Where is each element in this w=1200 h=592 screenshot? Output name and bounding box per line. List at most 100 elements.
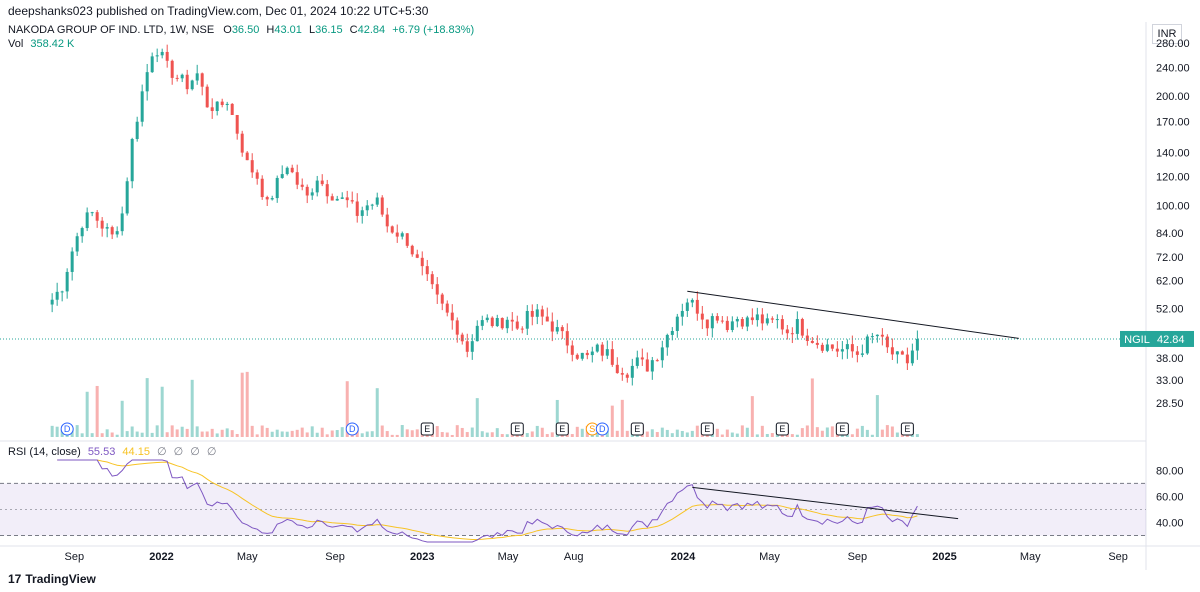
volume-label[interactable]: Vol — [8, 38, 24, 50]
candle-body — [645, 359, 649, 372]
volume-bar — [745, 427, 749, 437]
volume-bar — [895, 432, 899, 437]
symbol-label[interactable]: NAKODA GROUP OF IND. LTD, 1W, NSE — [8, 24, 215, 36]
volume-bar — [265, 427, 269, 437]
price-tick-label: 200.00 — [1156, 91, 1190, 103]
volume-bar — [845, 434, 849, 437]
volume-bar — [50, 425, 54, 437]
volume-bar — [145, 378, 149, 437]
dividend-marker — [345, 422, 359, 436]
dividend-marker — [595, 422, 609, 436]
candle-body — [95, 212, 99, 221]
price-tick-label: 280.00 — [1156, 38, 1190, 50]
volume-bar — [415, 429, 419, 437]
volume-bar — [680, 430, 684, 437]
candle-body — [65, 271, 69, 292]
volume-bar — [240, 372, 244, 437]
volume-bar — [490, 432, 494, 437]
rsi-tick-label: 40.00 — [1156, 517, 1184, 529]
volume-bar — [600, 434, 604, 437]
volume-bar — [755, 434, 759, 437]
volume-bar — [185, 428, 189, 437]
price-tick-label: 170.00 — [1156, 117, 1190, 129]
candle-body — [175, 77, 179, 79]
candle-body — [755, 314, 759, 321]
volume-bar — [205, 431, 209, 437]
candle-body — [815, 342, 819, 345]
candle-body — [305, 186, 309, 196]
candle-body — [675, 316, 679, 331]
candle-body — [450, 312, 454, 321]
volume-bar — [105, 429, 109, 437]
close-label: C — [349, 24, 358, 36]
candle-body — [890, 347, 894, 355]
candle-body — [610, 349, 614, 365]
earnings-marker — [835, 422, 849, 436]
earnings-marker — [630, 422, 644, 436]
candle-body — [350, 200, 354, 202]
volume-bar — [730, 432, 734, 437]
candle-body — [325, 184, 329, 197]
rsi-label[interactable]: RSI (14, close) — [8, 446, 81, 458]
volume-bar — [55, 426, 59, 437]
candle-body — [745, 317, 749, 327]
candle-body — [380, 197, 384, 215]
volume-bar — [215, 433, 219, 437]
candle-body — [870, 336, 874, 338]
candle-body — [490, 317, 494, 327]
volume-bar — [280, 431, 284, 437]
volume-bar — [170, 425, 174, 437]
candle-body — [905, 354, 909, 364]
volume-bar — [690, 430, 694, 437]
candle-body — [765, 318, 769, 324]
volume-bar — [875, 395, 879, 437]
volume-bar — [915, 434, 919, 437]
candle-body — [425, 266, 429, 275]
candle-body — [405, 233, 409, 246]
price-tick-label: 72.00 — [1156, 252, 1184, 264]
candle-body — [100, 220, 104, 229]
volume-bar — [615, 430, 619, 437]
volume-bar — [325, 434, 329, 437]
volume-value: 358.42 K — [30, 38, 75, 50]
earnings-marker — [420, 422, 434, 436]
volume-bar — [305, 432, 309, 437]
footer-brand[interactable]: 17 TradingView — [8, 572, 96, 586]
time-tick-label: Aug — [564, 551, 584, 563]
close-value: 42.84 — [357, 24, 386, 36]
volume-bar — [830, 426, 834, 437]
publish-bar: deepshanks023 published on TradingView.c… — [0, 0, 1200, 22]
currency-button[interactable]: INR — [1152, 24, 1182, 44]
volume-bar — [410, 430, 414, 437]
volume-bar — [125, 431, 129, 437]
volume-bar — [885, 425, 889, 437]
volume-bar — [860, 425, 864, 437]
volume-bar — [580, 428, 584, 437]
candle-body — [240, 133, 244, 153]
volume-bar — [310, 426, 314, 437]
candle-body — [355, 201, 359, 216]
candle-body — [260, 178, 264, 198]
event-letter: S — [589, 424, 595, 434]
volume-bar — [765, 433, 769, 437]
candle-body — [895, 351, 899, 355]
candle-body — [590, 351, 594, 356]
volume-bar — [810, 378, 814, 437]
dividend-marker — [60, 422, 74, 436]
candle-body — [470, 341, 474, 352]
volume-bar — [295, 429, 299, 437]
volume-bar — [550, 432, 554, 437]
volume-bar — [660, 427, 664, 437]
volume-bar — [720, 434, 724, 437]
volume-bar — [620, 399, 624, 437]
candle-body — [740, 318, 744, 327]
volume-bar — [555, 399, 559, 437]
candle-body — [565, 331, 569, 346]
rsi-tick-label: 80.00 — [1156, 465, 1184, 477]
volume-bar — [470, 427, 474, 437]
volume-bar — [390, 434, 394, 437]
volume-bar — [110, 432, 114, 437]
earnings-marker — [775, 422, 789, 436]
volume-bar — [715, 428, 719, 437]
